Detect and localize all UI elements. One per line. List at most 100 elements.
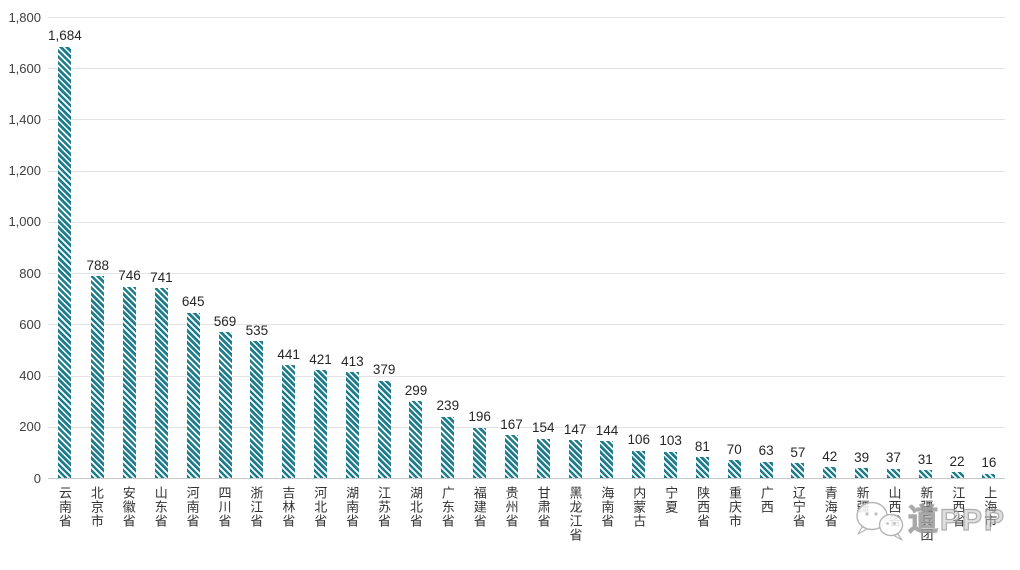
bar-slot: 154 <box>527 17 559 478</box>
bar-value-label: 147 <box>563 421 587 437</box>
bar-value-label: 379 <box>372 362 396 378</box>
bar <box>536 438 550 478</box>
bar-value-label: 16 <box>981 455 997 471</box>
bar-slot: 22 <box>941 17 973 478</box>
gridline <box>48 324 1005 326</box>
category-label: 重庆市 <box>727 486 742 528</box>
y-tick-label: 1,000 <box>8 214 41 230</box>
bar <box>982 473 996 478</box>
bar <box>855 468 869 478</box>
x-axis-line <box>48 478 1005 479</box>
category-label: 江苏省 <box>376 486 392 528</box>
bar-slot: 413 <box>336 17 368 478</box>
bar-value-label: 39 <box>854 449 870 465</box>
bar-value-label: 42 <box>822 448 838 464</box>
bar-value-label: 63 <box>758 443 774 459</box>
y-tick-label: 400 <box>19 368 41 384</box>
category-label: 陕西省 <box>695 486 711 528</box>
y-tick-label: 800 <box>19 265 41 281</box>
bar-value-label: 299 <box>404 382 428 398</box>
bar-value-label: 31 <box>917 451 933 467</box>
category-label: 山东省 <box>152 486 168 528</box>
y-tick-label: 600 <box>19 316 41 332</box>
gridline <box>48 375 1005 377</box>
bar-slot: 535 <box>241 17 273 478</box>
bar <box>568 440 582 478</box>
bar <box>950 472 964 478</box>
bar-slot: 441 <box>273 17 305 478</box>
bar <box>823 467 837 478</box>
bar <box>886 468 900 478</box>
bar <box>154 288 168 478</box>
bar-slot: 70 <box>718 17 750 478</box>
bar-value-label: 37 <box>885 450 901 465</box>
bar-value-label: 22 <box>949 453 965 469</box>
gridline <box>48 273 1005 275</box>
bars: 1,684 788 746 741 645 569 535 441 421 413 379 299 23… <box>48 17 1005 478</box>
bar <box>664 451 678 478</box>
bar-slot: 63 <box>750 17 782 478</box>
bar-value-label: 103 <box>659 433 682 449</box>
bar-value-label: 1,684 <box>48 28 82 44</box>
bar-value-label: 239 <box>436 398 460 414</box>
category-label: 吉林省 <box>280 486 296 528</box>
bar-slot: 569 <box>209 17 241 478</box>
y-tick-label: 1,400 <box>8 111 41 127</box>
bar-value-label: 569 <box>213 313 237 329</box>
y-tick-label: 1,800 <box>8 9 41 25</box>
gridline <box>48 426 1005 428</box>
category-label: 四川省 <box>216 486 232 528</box>
bar <box>377 380 391 478</box>
y-tick-label: 1,600 <box>8 60 41 76</box>
bar-slot: 106 <box>623 17 655 478</box>
bar-slot: 57 <box>782 17 814 478</box>
category-label: 新疆兵团 <box>918 486 934 542</box>
category-label: 上海市 <box>982 486 998 528</box>
bar <box>791 463 805 478</box>
bar-slot: 37 <box>878 17 910 478</box>
bar-slot: 39 <box>846 17 878 478</box>
category-label: 湖南省 <box>344 486 360 528</box>
bar-value-label: 441 <box>277 346 300 362</box>
category-label: 黑龙江省 <box>567 486 583 542</box>
bar-value-label: 746 <box>118 268 141 284</box>
category-label: 福建省 <box>471 486 487 528</box>
category-label: 广东省 <box>439 486 455 528</box>
x-axis-labels: 云南省 北京市 安徽省 山东省 河南省 四川省 浙江省 吉林省 河北省 湖南省 江苏省 湖北省 广东省福… <box>48 486 1005 542</box>
bar <box>314 370 327 478</box>
gridline <box>48 221 1005 223</box>
bar <box>727 460 741 478</box>
category-label: 北京市 <box>88 486 104 528</box>
bar-value-label: 144 <box>595 422 619 438</box>
bar-slot: 196 <box>464 17 496 478</box>
bar <box>186 312 200 478</box>
bar-value-label: 645 <box>181 294 205 310</box>
category-label: 广西 <box>758 486 774 514</box>
category-label: 青海省 <box>822 486 838 528</box>
bar-value-label: 57 <box>790 444 806 460</box>
bar-slot: 645 <box>177 17 209 478</box>
bar <box>250 341 264 478</box>
bar <box>504 435 518 478</box>
y-tick-label: 0 <box>33 470 41 486</box>
category-label: 新疆 <box>854 486 870 514</box>
bar-value-label: 196 <box>468 409 491 425</box>
bar-slot: 42 <box>814 17 846 478</box>
bar-slot: 16 <box>973 17 1005 478</box>
category-label: 云南省 <box>56 486 72 528</box>
category-label: 江西省 <box>950 486 966 528</box>
category-label: 辽宁省 <box>790 486 806 528</box>
bar <box>409 401 423 478</box>
category-label: 河南省 <box>184 486 200 528</box>
bar-slot: 741 <box>145 17 177 478</box>
bar-slot: 144 <box>591 17 623 478</box>
category-label: 河北省 <box>312 486 328 528</box>
bar-slot: 81 <box>687 17 719 478</box>
bar-slot: 147 <box>559 17 591 478</box>
bar-value-label: 106 <box>627 432 651 448</box>
bar-slot: 239 <box>432 17 464 478</box>
bar-value-label: 167 <box>500 416 523 432</box>
bar <box>441 416 455 478</box>
bar-value-label: 788 <box>86 257 109 273</box>
